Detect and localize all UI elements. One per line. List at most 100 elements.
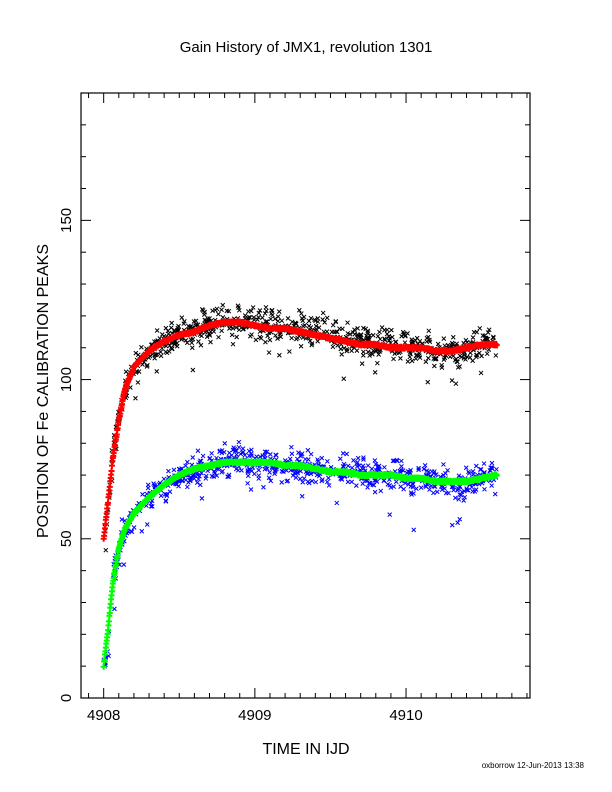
data-point [289, 319, 295, 325]
fit-point [108, 467, 115, 474]
data-point [334, 329, 339, 335]
data-point [174, 340, 180, 346]
data-point [288, 444, 294, 450]
data-point [301, 314, 307, 320]
data-point [299, 493, 305, 499]
data-point [421, 466, 427, 472]
data-point [453, 495, 458, 501]
data-point [287, 349, 292, 354]
data-point [275, 314, 281, 319]
data-point [276, 309, 282, 315]
data-point [432, 484, 438, 490]
data-point [463, 465, 469, 471]
data-point [123, 369, 129, 375]
data-point [265, 333, 270, 339]
data-point [398, 484, 404, 490]
data-point [163, 498, 169, 504]
data-point [306, 480, 312, 486]
data-point [434, 489, 440, 495]
data-point [296, 307, 302, 313]
data-point [180, 478, 186, 484]
data-point [275, 318, 281, 324]
data-point [200, 453, 206, 459]
data-point [150, 351, 156, 357]
data-point [445, 342, 451, 348]
data-point [433, 472, 439, 477]
data-point [365, 328, 371, 334]
data-point [418, 485, 424, 490]
data-point [371, 348, 376, 353]
data-point [269, 308, 275, 314]
data-point [183, 463, 188, 469]
data-point [268, 478, 274, 484]
data-point [190, 455, 196, 460]
data-point [219, 328, 225, 334]
data-point [354, 461, 359, 467]
data-point [485, 330, 491, 335]
data-point [253, 337, 259, 343]
data-point [493, 353, 499, 358]
data-point [257, 308, 263, 313]
data-point [451, 487, 456, 493]
data-point [350, 330, 356, 335]
data-point [345, 330, 351, 336]
data-point [333, 319, 339, 324]
data-point [103, 547, 109, 553]
data-point [164, 492, 169, 497]
data-point [353, 483, 359, 489]
data-point [246, 448, 252, 454]
data-point [199, 496, 205, 501]
data-point [425, 334, 431, 340]
data-point [245, 315, 251, 321]
data-point [189, 345, 195, 351]
data-point [133, 395, 138, 401]
data-point [324, 459, 330, 464]
data-point [361, 457, 366, 462]
data-point [462, 494, 468, 500]
x-tick-label: 4910 [389, 707, 422, 724]
data-point [306, 318, 312, 324]
data-point [407, 469, 413, 475]
data-point [279, 318, 285, 324]
data-point [474, 352, 480, 358]
data-point [179, 315, 185, 320]
data-point [361, 466, 366, 471]
data-point [256, 473, 262, 478]
data-point [154, 369, 160, 374]
data-point [490, 334, 496, 340]
data-point [262, 449, 268, 455]
data-point [326, 483, 332, 488]
data-point [458, 492, 464, 498]
data-point [197, 482, 203, 488]
data-point [190, 367, 196, 373]
data-point [278, 334, 284, 340]
data-point [289, 335, 294, 341]
data-point [300, 479, 306, 485]
data-point [257, 329, 263, 334]
data-point [167, 489, 173, 495]
data-point [402, 333, 408, 339]
data-point [316, 325, 322, 330]
data-point [199, 470, 204, 476]
data-point [399, 464, 404, 469]
y-tick-label: 50 [58, 530, 75, 547]
data-point [266, 475, 272, 481]
data-point [426, 469, 432, 475]
data-point [185, 480, 191, 485]
data-point [334, 500, 340, 506]
data-point [226, 308, 232, 314]
data-point [461, 498, 467, 503]
data-point [149, 504, 155, 509]
data-point [319, 455, 325, 461]
data-point [361, 325, 366, 331]
data-point [306, 323, 312, 329]
data-point [267, 451, 273, 457]
data-point [432, 356, 438, 362]
data-point [189, 340, 195, 346]
data-point [148, 503, 154, 509]
data-point [422, 463, 428, 468]
data-point [248, 308, 254, 314]
data-point [263, 319, 269, 325]
data-point [136, 369, 142, 375]
data-point [338, 476, 343, 481]
